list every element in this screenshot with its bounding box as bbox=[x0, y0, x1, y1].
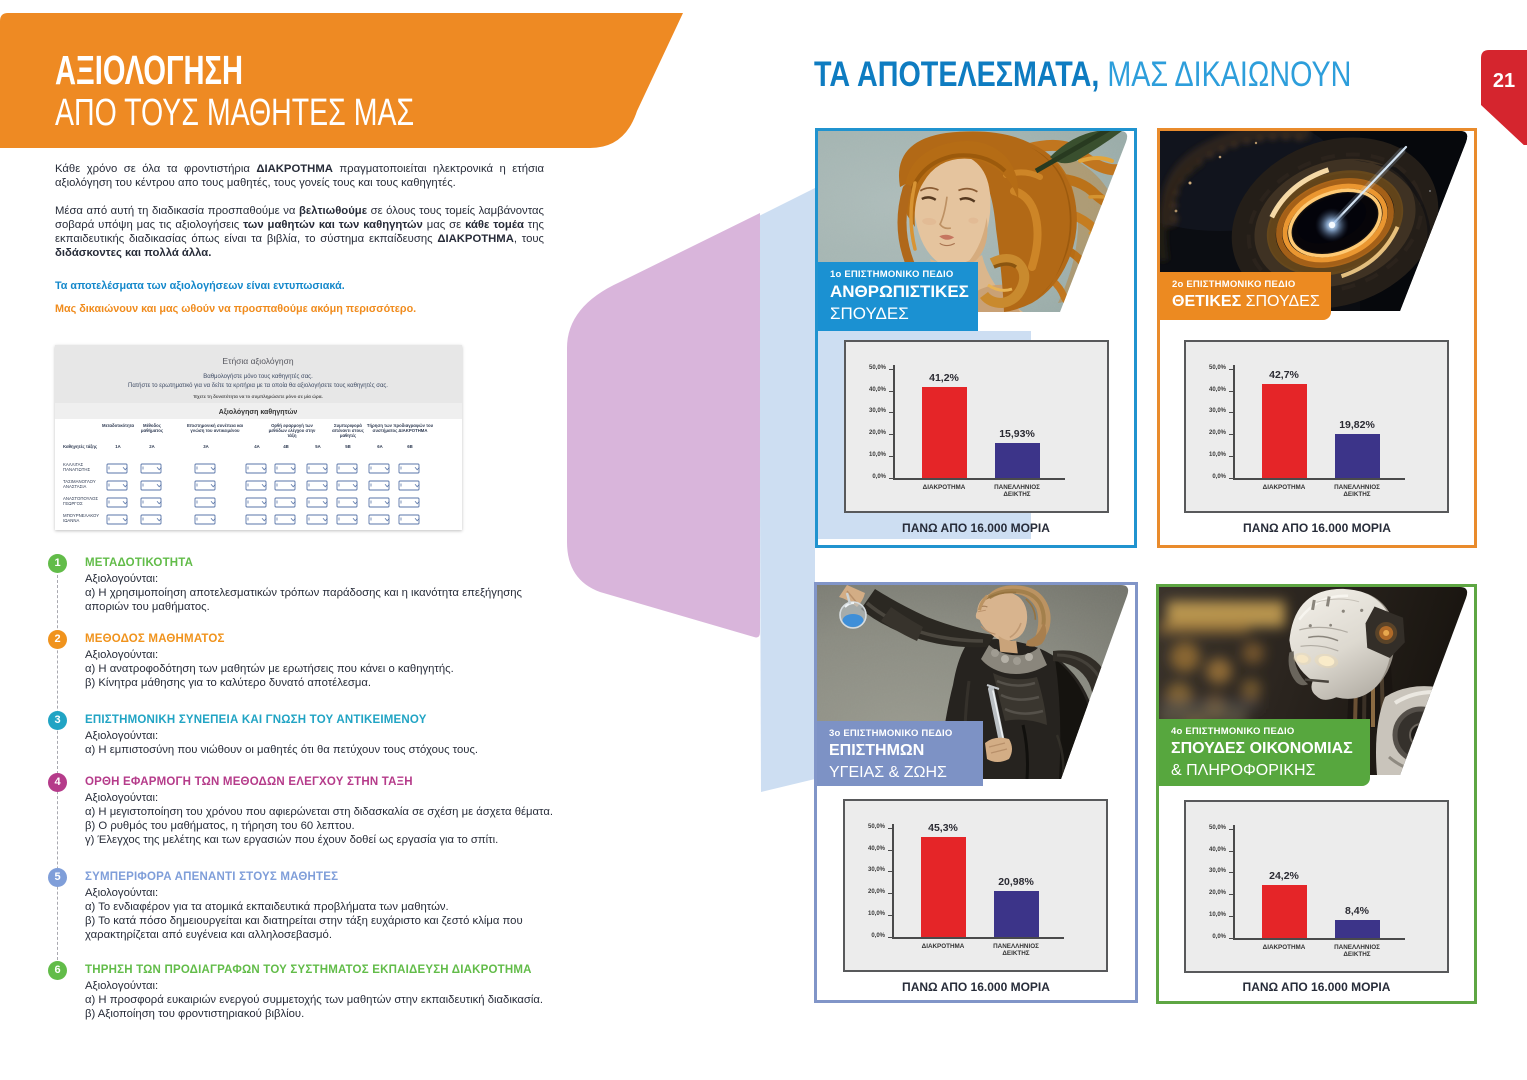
svg-text:ΑΝΑΣΤΟΠΟΥΛΟΣ: ΑΝΑΣΤΟΠΟΥΛΟΣ bbox=[63, 496, 98, 501]
svg-text:5Β: 5Β bbox=[345, 444, 351, 449]
svg-text:5Α: 5Α bbox=[315, 444, 321, 449]
svg-text:Αξιολόγηση καθηγητών: Αξιολόγηση καθηγητών bbox=[219, 408, 298, 416]
svg-text:ΜΠΟΥΡΝΕΛΑΚΟΥ: ΜΠΟΥΡΝΕΛΑΚΟΥ bbox=[63, 513, 99, 518]
svg-text:μεθόδων ελέγχου στην: μεθόδων ελέγχου στην bbox=[269, 428, 316, 433]
svg-text:6Α: 6Α bbox=[377, 444, 383, 449]
svg-text:Επιστημονική συνέπεια και: Επιστημονική συνέπεια και bbox=[187, 423, 244, 428]
svg-text:τάξη: τάξη bbox=[288, 433, 297, 438]
svg-text:Βαθμολογήστε μόνο τους καθηγητ: Βαθμολογήστε μόνο τους καθηγητές σας. bbox=[203, 373, 313, 380]
svg-text:Καθηγητές τάξης: Καθηγητές τάξης bbox=[63, 444, 98, 449]
svg-text:Μεταδοτικότητα: Μεταδοτικότητα bbox=[102, 423, 134, 428]
svg-text:ΚΑΛΛΙΓΑΣ: ΚΑΛΛΙΓΑΣ bbox=[63, 462, 84, 467]
svg-text:4Β: 4Β bbox=[283, 444, 289, 449]
svg-text:3Α: 3Α bbox=[203, 444, 209, 449]
svg-text:6Β: 6Β bbox=[407, 444, 413, 449]
svg-text:Έχετε τη δυνατότητα να το συμπ: Έχετε τη δυνατότητα να το συμπληρώσετε μ… bbox=[193, 394, 323, 399]
svg-text:μαθήματος: μαθήματος bbox=[141, 428, 164, 433]
svg-text:Μέθοδος: Μέθοδος bbox=[143, 423, 162, 428]
svg-text:Ορθή εφαρμογή των: Ορθή εφαρμογή των bbox=[271, 423, 313, 428]
svg-text:γνώση του αντικειμένου: γνώση του αντικειμένου bbox=[190, 428, 240, 433]
svg-text:Ετήσια αξιολόγηση: Ετήσια αξιολόγηση bbox=[222, 356, 293, 366]
svg-text:συστήματος ΔΙΑΚΡΟΤΗΜΑ: συστήματος ΔΙΑΚΡΟΤΗΜΑ bbox=[373, 428, 428, 433]
svg-text:2Α: 2Α bbox=[149, 444, 155, 449]
svg-text:απέναντι στους: απέναντι στους bbox=[332, 428, 364, 433]
svg-text:ΠΑΝΑΓΙΩΤΗΣ: ΠΑΝΑΓΙΩΤΗΣ bbox=[63, 467, 90, 472]
svg-text:μαθητές: μαθητές bbox=[340, 433, 357, 438]
svg-text:ΙΩΑΝΝΑ: ΙΩΑΝΝΑ bbox=[63, 518, 79, 523]
svg-text:Συμπεριφορά: Συμπεριφορά bbox=[334, 423, 362, 428]
svg-text:1Α: 1Α bbox=[115, 444, 121, 449]
svg-text:Τήρηση των προδιαγραφών του: Τήρηση των προδιαγραφών του bbox=[367, 423, 434, 428]
svg-text:21: 21 bbox=[1493, 70, 1515, 92]
svg-text:ΓΕΩΡΓΟΣ: ΓΕΩΡΓΟΣ bbox=[63, 501, 83, 506]
svg-text:Πατήστε το ερωτηματικό για να: Πατήστε το ερωτηματικό για να δείτε τα κ… bbox=[128, 382, 388, 389]
svg-text:ΤΑΣΙΜΑΝΟΓΛΟΥ: ΤΑΣΙΜΑΝΟΓΛΟΥ bbox=[63, 479, 96, 484]
svg-text:ΑΝΑΣΤΑΣΙΑ: ΑΝΑΣΤΑΣΙΑ bbox=[63, 484, 87, 489]
svg-text:4Α: 4Α bbox=[254, 444, 260, 449]
